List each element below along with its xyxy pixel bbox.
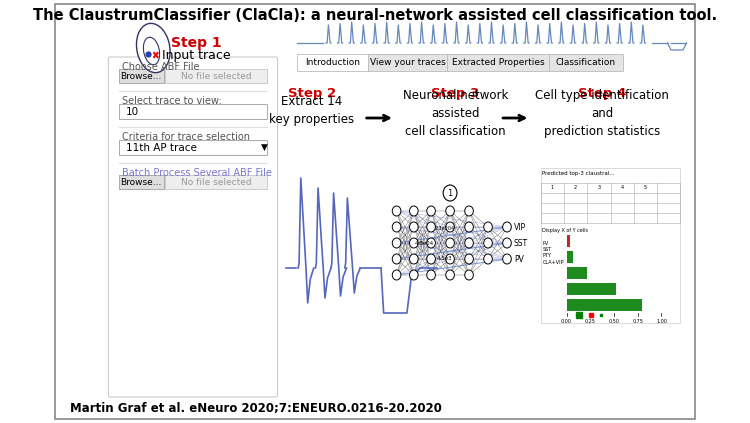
Text: No file selected: No file selected <box>181 178 251 187</box>
FancyBboxPatch shape <box>55 4 695 419</box>
Circle shape <box>465 270 473 280</box>
Circle shape <box>484 238 492 248</box>
Circle shape <box>503 238 512 248</box>
Text: Batch Process Several ABF File: Batch Process Several ABF File <box>122 168 272 178</box>
FancyBboxPatch shape <box>118 69 164 83</box>
Circle shape <box>410 222 419 232</box>
Circle shape <box>465 222 473 232</box>
Circle shape <box>410 206 419 216</box>
Text: Classification: Classification <box>556 58 616 67</box>
FancyBboxPatch shape <box>566 283 616 295</box>
Circle shape <box>392 222 401 232</box>
Circle shape <box>446 254 454 264</box>
Circle shape <box>443 185 457 201</box>
Text: No file selected: No file selected <box>181 71 251 80</box>
Circle shape <box>427 270 436 280</box>
Circle shape <box>503 254 512 264</box>
Circle shape <box>410 270 419 280</box>
Text: Extract 14
key properties: Extract 14 key properties <box>269 94 355 126</box>
Circle shape <box>427 254 436 264</box>
Text: Input trace: Input trace <box>162 49 231 61</box>
Text: 5: 5 <box>644 184 647 190</box>
Circle shape <box>392 254 401 264</box>
FancyBboxPatch shape <box>566 235 570 247</box>
Text: 2.1e204: 2.1e204 <box>435 225 455 231</box>
Text: Choose ABF File: Choose ABF File <box>122 62 200 72</box>
Circle shape <box>392 270 401 280</box>
Circle shape <box>410 254 419 264</box>
Circle shape <box>446 222 454 232</box>
Text: ▼: ▼ <box>261 143 268 152</box>
Text: Browse...: Browse... <box>121 71 162 80</box>
Circle shape <box>465 206 473 216</box>
Circle shape <box>484 254 492 264</box>
Text: 4: 4 <box>621 184 624 190</box>
Text: Select trace to view:: Select trace to view: <box>122 96 222 106</box>
Text: Step 1: Step 1 <box>171 36 222 50</box>
Text: Neuronal network
assisted
cell classification: Neuronal network assisted cell classific… <box>403 88 508 137</box>
Circle shape <box>427 222 436 232</box>
Circle shape <box>465 238 473 248</box>
FancyBboxPatch shape <box>368 54 448 71</box>
Text: View your traces: View your traces <box>370 58 446 67</box>
Text: Extracted Properties: Extracted Properties <box>452 58 544 67</box>
Text: Step 2: Step 2 <box>288 86 336 99</box>
Text: Predicted top-3 claustral...: Predicted top-3 claustral... <box>542 170 615 176</box>
Circle shape <box>484 222 492 232</box>
Text: PV
SST
PTY
CLA+VIP: PV SST PTY CLA+VIP <box>542 241 564 265</box>
Text: PV: PV <box>514 255 523 264</box>
Text: 1: 1 <box>550 184 554 190</box>
Text: 0.75: 0.75 <box>632 319 644 324</box>
Circle shape <box>392 238 401 248</box>
Circle shape <box>446 270 454 280</box>
Text: 1.00: 1.00 <box>656 319 667 324</box>
FancyBboxPatch shape <box>109 57 278 397</box>
Text: 0.00: 0.00 <box>561 319 572 324</box>
Text: Step 4: Step 4 <box>578 86 626 99</box>
Text: Introduction: Introduction <box>305 58 360 67</box>
FancyBboxPatch shape <box>118 140 267 155</box>
FancyBboxPatch shape <box>448 54 549 71</box>
Circle shape <box>427 206 436 216</box>
Text: 11th AP trace: 11th AP trace <box>126 143 196 153</box>
Text: 4.5e3: 4.5e3 <box>437 255 453 261</box>
Text: SST: SST <box>514 239 528 247</box>
Ellipse shape <box>143 37 160 65</box>
Text: 4.8e04: 4.8e04 <box>415 241 434 245</box>
Text: Display X of Y cells: Display X of Y cells <box>542 228 589 233</box>
Circle shape <box>503 222 512 232</box>
FancyBboxPatch shape <box>566 251 573 263</box>
Text: VIP: VIP <box>514 222 526 231</box>
Text: Criteria for trace selection: Criteria for trace selection <box>122 132 250 142</box>
FancyBboxPatch shape <box>566 299 643 311</box>
FancyBboxPatch shape <box>297 54 368 71</box>
Text: Step 3: Step 3 <box>431 86 479 99</box>
Text: Martin Graf et al. eNeuro 2020;7:ENEURO.0216-20.2020: Martin Graf et al. eNeuro 2020;7:ENEURO.… <box>70 401 442 415</box>
Text: 0.25: 0.25 <box>585 319 596 324</box>
FancyBboxPatch shape <box>118 104 267 119</box>
FancyBboxPatch shape <box>566 235 569 247</box>
Circle shape <box>446 206 454 216</box>
FancyBboxPatch shape <box>566 267 587 279</box>
Text: 2: 2 <box>574 184 578 190</box>
Text: 3: 3 <box>597 184 601 190</box>
FancyBboxPatch shape <box>541 168 680 323</box>
Text: Browse...: Browse... <box>121 178 162 187</box>
FancyBboxPatch shape <box>118 175 164 189</box>
Text: 1: 1 <box>448 189 453 198</box>
Ellipse shape <box>136 23 170 73</box>
Circle shape <box>465 254 473 264</box>
Text: Cell type identification
and
prediction statistics: Cell type identification and prediction … <box>535 88 669 137</box>
FancyBboxPatch shape <box>165 175 267 189</box>
Text: 0.50: 0.50 <box>608 319 619 324</box>
Circle shape <box>410 238 419 248</box>
FancyBboxPatch shape <box>549 54 622 71</box>
Text: The ClaustrumClassifier (ClaCla): a neural-network assisted cell classification : The ClaustrumClassifier (ClaCla): a neur… <box>33 8 717 22</box>
Text: 10: 10 <box>126 107 139 116</box>
FancyBboxPatch shape <box>165 69 267 83</box>
Circle shape <box>392 206 401 216</box>
Circle shape <box>427 238 436 248</box>
Circle shape <box>446 238 454 248</box>
